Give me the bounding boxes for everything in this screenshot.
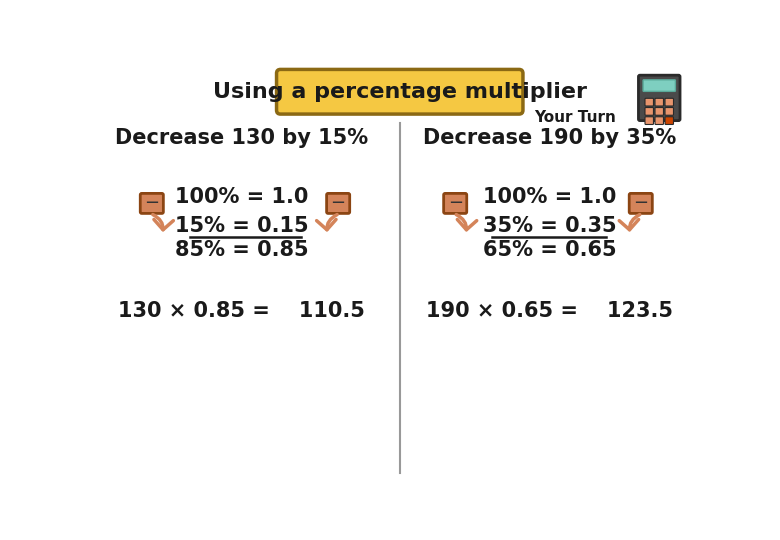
Text: 65% = 0.65: 65% = 0.65 (483, 240, 617, 260)
FancyBboxPatch shape (629, 193, 652, 213)
FancyBboxPatch shape (665, 98, 673, 106)
Text: −: − (144, 194, 159, 212)
Text: −: − (633, 194, 648, 212)
Text: 35% = 0.35: 35% = 0.35 (483, 217, 617, 237)
FancyBboxPatch shape (140, 193, 163, 213)
FancyArrowPatch shape (317, 214, 337, 230)
FancyArrowPatch shape (153, 214, 173, 230)
Text: 85% = 0.85: 85% = 0.85 (175, 240, 309, 260)
Text: 15% = 0.15: 15% = 0.15 (175, 217, 309, 237)
FancyArrowPatch shape (456, 214, 477, 230)
FancyBboxPatch shape (444, 193, 466, 213)
Text: −: − (448, 194, 463, 212)
FancyBboxPatch shape (655, 117, 664, 125)
FancyBboxPatch shape (645, 98, 654, 106)
FancyBboxPatch shape (645, 117, 654, 125)
FancyBboxPatch shape (645, 107, 654, 115)
Text: Using a percentage multiplier: Using a percentage multiplier (213, 82, 587, 102)
Text: 130 × 0.85 =    110.5: 130 × 0.85 = 110.5 (119, 301, 365, 321)
FancyBboxPatch shape (655, 107, 664, 115)
Text: −: − (331, 194, 346, 212)
FancyBboxPatch shape (277, 70, 523, 114)
Text: Decrease 190 by 35%: Decrease 190 by 35% (424, 128, 676, 148)
FancyBboxPatch shape (643, 80, 675, 91)
Text: 100% = 1.0: 100% = 1.0 (176, 187, 309, 207)
FancyBboxPatch shape (655, 98, 664, 106)
FancyBboxPatch shape (639, 75, 680, 120)
FancyArrowPatch shape (619, 214, 640, 230)
FancyBboxPatch shape (665, 117, 673, 125)
FancyBboxPatch shape (665, 107, 673, 115)
Text: 190 × 0.65 =    123.5: 190 × 0.65 = 123.5 (427, 301, 673, 321)
Text: Your Turn: Your Turn (534, 110, 616, 125)
FancyBboxPatch shape (327, 193, 349, 213)
Text: 100% = 1.0: 100% = 1.0 (484, 187, 616, 207)
Text: Decrease 130 by 15%: Decrease 130 by 15% (115, 128, 368, 148)
